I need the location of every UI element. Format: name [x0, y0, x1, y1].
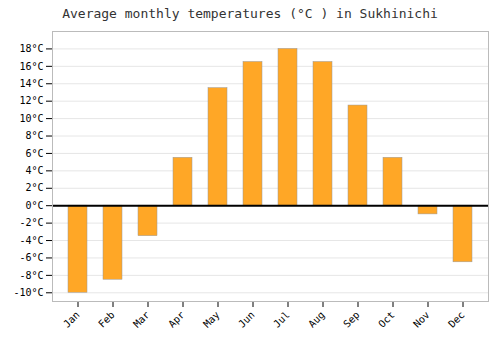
- svg-text:10°C: 10°C: [19, 113, 43, 124]
- svg-text:Oct: Oct: [376, 309, 397, 330]
- svg-text:-6°C: -6°C: [19, 252, 43, 263]
- svg-text:12°C: 12°C: [19, 95, 43, 106]
- svg-text:14°C: 14°C: [19, 78, 43, 89]
- svg-text:6°C: 6°C: [25, 148, 43, 159]
- svg-text:Feb: Feb: [96, 309, 117, 330]
- svg-text:2°C: 2°C: [25, 182, 43, 193]
- svg-text:Sep: Sep: [341, 309, 362, 330]
- svg-text:18°C: 18°C: [19, 43, 43, 54]
- svg-text:-10°C: -10°C: [13, 287, 43, 298]
- svg-text:4°C: 4°C: [25, 165, 43, 176]
- svg-text:Mar: Mar: [131, 309, 152, 330]
- svg-text:-4°C: -4°C: [19, 235, 43, 246]
- svg-text:Nov: Nov: [411, 309, 432, 330]
- svg-text:-8°C: -8°C: [19, 270, 43, 281]
- svg-text:Jul: Jul: [271, 309, 292, 330]
- svg-text:Jan: Jan: [61, 309, 82, 330]
- svg-text:Apr: Apr: [166, 309, 187, 330]
- svg-text:-2°C: -2°C: [19, 217, 43, 228]
- svg-text:May: May: [201, 309, 222, 330]
- svg-text:16°C: 16°C: [19, 61, 43, 72]
- html-text:Average monthly temperatures (: Average monthly temperatures (°C ) in Su…: [62, 6, 438, 21]
- svg-text:Dec: Dec: [446, 309, 467, 330]
- svg-text:Aug: Aug: [306, 309, 327, 330]
- svg-text:Jun: Jun: [236, 309, 257, 330]
- svg-text:8°C: 8°C: [25, 130, 43, 141]
- svg-text:0°C: 0°C: [25, 200, 43, 211]
